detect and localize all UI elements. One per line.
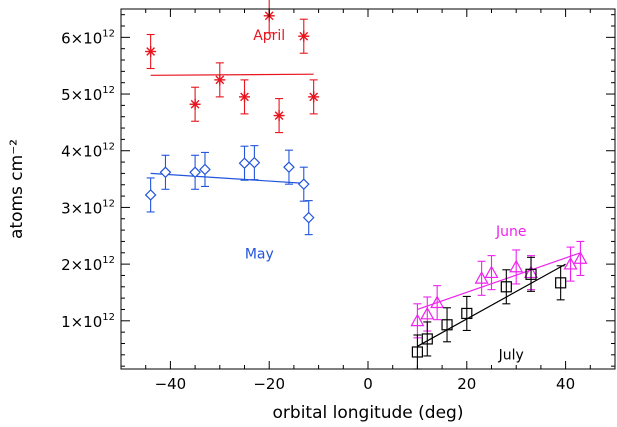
data-point (461, 295, 473, 331)
x-tick-label: 40 (556, 375, 575, 393)
data-point (248, 145, 261, 181)
annotation-may: May (245, 246, 274, 262)
data-point (238, 145, 251, 181)
data-point (302, 200, 315, 236)
annotation-june: June (495, 224, 527, 240)
fit-line (150, 172, 309, 185)
data-point (308, 79, 320, 115)
data-point (509, 249, 524, 285)
data-point (474, 260, 489, 296)
y-tick-label: 5×1012 (61, 85, 115, 104)
data-point (297, 166, 310, 202)
x-tick-label: 0 (363, 375, 373, 393)
data-point (573, 240, 588, 277)
series-june (410, 240, 588, 339)
data-point (484, 255, 499, 291)
y-tick-label: 6×1012 (61, 28, 115, 47)
y-axis-ticks: 1×1012 2×1012 3×1012 4×1012 5×1012 6×1012 (61, 14, 615, 367)
data-point (298, 18, 310, 54)
data-point (189, 154, 201, 190)
fit-line (417, 252, 581, 311)
data-point (411, 334, 423, 370)
x-tick-label: −20 (253, 375, 285, 393)
y-axis-label: atoms cm⁻² (7, 139, 27, 239)
data-point (410, 303, 425, 339)
annotation-april: April (253, 28, 285, 44)
data-point (430, 285, 445, 321)
y-tick-label: 4×1012 (61, 142, 115, 161)
data-point (199, 151, 211, 187)
data-point (563, 246, 578, 282)
fit-line (150, 73, 314, 76)
annotation-july: July (498, 347, 524, 363)
data-point (500, 269, 512, 305)
x-axis-ticks: −40 −20 0 20 40 (120, 9, 616, 393)
data-point (214, 62, 226, 98)
data-point (525, 256, 537, 292)
data-point (555, 265, 567, 301)
y-tick-label: 3×1012 (61, 198, 115, 217)
series-april (145, 0, 320, 134)
x-tick-label: 20 (457, 375, 476, 393)
y-tick-label: 1×1012 (61, 312, 115, 331)
data-point (283, 149, 295, 185)
data-point (421, 321, 433, 357)
data-point (441, 307, 453, 343)
y-tick-label: 2×1012 (61, 255, 115, 274)
x-tick-label: −40 (155, 375, 187, 393)
data-point (273, 98, 285, 134)
data-point (189, 86, 201, 122)
series-may (144, 145, 315, 236)
data-point (159, 154, 172, 190)
x-axis-label: orbital longitude (deg) (273, 403, 464, 423)
series-annotations: April May June July (245, 28, 527, 363)
chart-marks (144, 0, 588, 370)
data-point (144, 177, 157, 213)
series-july (411, 256, 567, 370)
fit-line (417, 263, 566, 347)
data-point (239, 79, 250, 115)
data-point (145, 33, 157, 70)
